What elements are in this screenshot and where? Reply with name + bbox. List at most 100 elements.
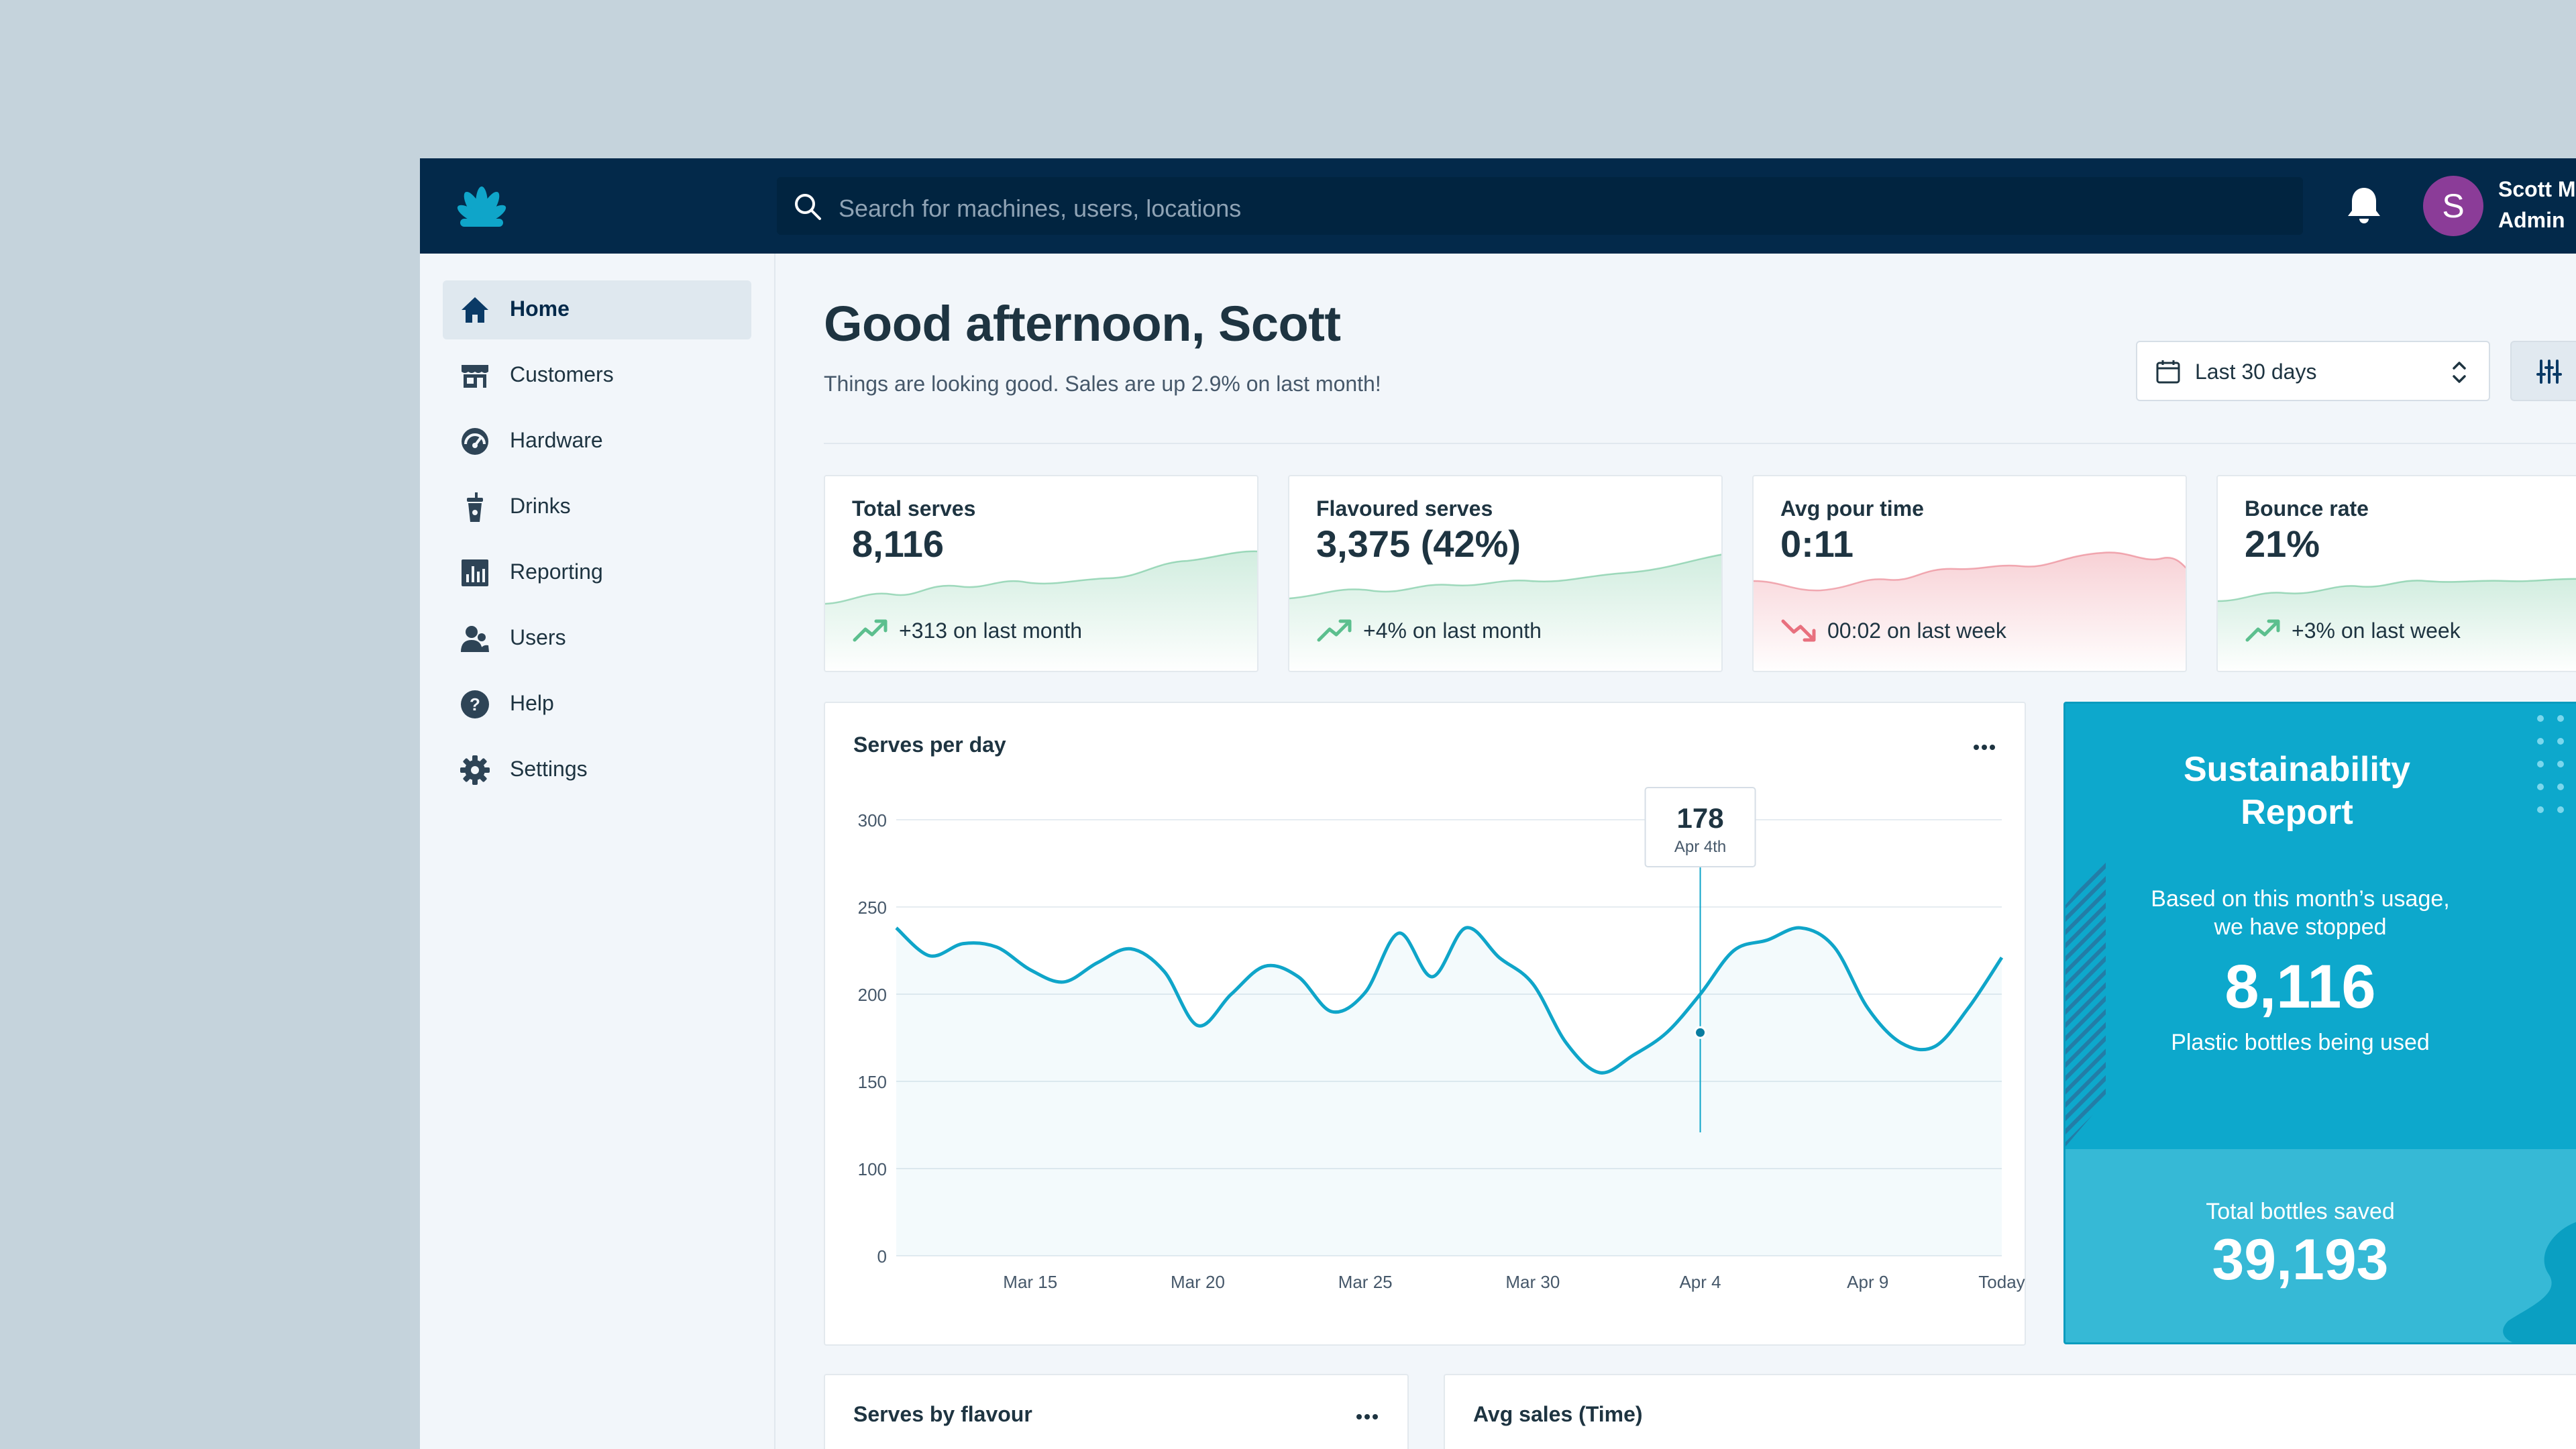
more-options-icon[interactable] <box>1354 1410 1381 1424</box>
x-tick-label: Apr 4 <box>1679 1272 1721 1292</box>
kpi-card-avg-pour-time[interactable]: Avg pour time 0:11 00:02 on last week <box>1752 475 2187 672</box>
header-divider <box>824 443 2576 444</box>
y-tick-label: 100 <box>858 1159 887 1179</box>
line-area-fill <box>896 927 2002 1256</box>
brand-logo[interactable] <box>448 181 515 231</box>
date-range-value: Last 30 days <box>2195 360 2317 384</box>
serves-per-day-chart: 300 250 200 150 100 0 Mar 15 Mar 20 Mar 25 Mar 30… <box>858 787 2025 1292</box>
desc-line-2: we have stopped <box>2214 914 2387 940</box>
tooltip-value: 178 <box>1677 802 1724 834</box>
app-window: Search for machines, users, locations S … <box>420 158 2576 1449</box>
total-bottles-value: 39,193 <box>2212 1228 2389 1292</box>
bottles-stopped-note: Plastic bottles being used <box>2171 1030 2430 1055</box>
kpi-card-total-serves[interactable]: Total serves 8,116 +313 on last month <box>824 475 1258 672</box>
sidebar-item-hardware[interactable]: Hardware <box>443 412 751 471</box>
kpi-label: Flavoured serves <box>1316 496 1493 521</box>
y-tick-label: 150 <box>858 1072 887 1092</box>
chevron-up-down-icon <box>2453 362 2466 383</box>
page-subtitle: Things are looking good. Sales are up 2.… <box>824 372 1381 396</box>
kpi-delta: 00:02 on last week <box>1827 619 2006 643</box>
sidebar-item-label: Users <box>510 625 566 649</box>
kpi-delta: +313 on last month <box>899 619 1083 643</box>
title-line-1: Sustainability <box>2183 750 2411 789</box>
page-title: Good afternoon, Scott <box>824 296 1341 352</box>
sidebar-item-label: Drinks <box>510 494 571 518</box>
sustainability-description: Based on this month’s usage, we have sto… <box>2065 885 2535 941</box>
title-line-2: Report <box>2241 793 2353 832</box>
serves-by-flavour-card: Serves by flavour <box>824 1374 1409 1449</box>
sidebar-item-label: Customers <box>510 362 614 386</box>
tooltip-date: Apr 4th <box>1674 838 1726 856</box>
sustainability-report-card[interactable]: Sustainability Report Based on this mont… <box>2063 702 2576 1344</box>
gauge-icon <box>462 428 488 455</box>
search-bar[interactable]: Search for machines, users, locations <box>777 177 2303 235</box>
user-name[interactable]: Scott M <box>2498 177 2576 201</box>
sidebar-item-drinks[interactable]: Drinks <box>443 478 751 537</box>
trend-up-icon <box>2245 619 2280 642</box>
sparkline <box>1754 551 2186 671</box>
search-icon <box>795 194 821 220</box>
sidebar-item-users[interactable]: Users <box>443 609 751 668</box>
sidebar-item-label: Help <box>510 691 554 715</box>
sidebar-item-customers[interactable]: Customers <box>443 346 751 405</box>
help-icon: ? <box>461 690 489 718</box>
drink-icon <box>467 492 483 522</box>
trend-down-icon <box>1781 619 1816 642</box>
kpi-label: Bounce rate <box>2245 496 2369 521</box>
date-range-select[interactable]: Last 30 days <box>2136 341 2490 401</box>
sidebar-item-settings[interactable]: Settings <box>443 741 751 800</box>
x-tick-label: Mar 15 <box>1003 1272 1057 1292</box>
x-tick-label: Today <box>1978 1272 2025 1292</box>
kpi-value: 21% <box>2245 523 2320 565</box>
y-tick-label: 300 <box>858 810 887 830</box>
total-bottles-label: Total bottles saved <box>2206 1199 2395 1224</box>
sustainability-title: Sustainability Report <box>2065 748 2528 834</box>
sidebar-item-help[interactable]: ? Help <box>443 675 751 734</box>
notifications-bell-icon[interactable] <box>2340 181 2388 229</box>
store-icon <box>462 365 488 388</box>
kpi-card-bounce-rate[interactable]: Bounce rate 21% +3% on last week <box>2216 475 2576 672</box>
sidebar-item-label: Reporting <box>510 559 603 584</box>
kpi-card-flavoured-serves[interactable]: Flavoured serves 3,375 (42%) +4% on last… <box>1288 475 1723 672</box>
kpi-value: 8,116 <box>852 523 945 565</box>
sidebar-item-reporting[interactable]: Reporting <box>443 543 751 602</box>
calendar-icon <box>2156 360 2180 384</box>
filter-button[interactable] <box>2510 341 2576 401</box>
gear-icon <box>460 755 490 785</box>
sidebar-item-home[interactable]: Home <box>443 280 751 339</box>
highlight-point <box>1694 1026 1707 1039</box>
y-tick-label: 200 <box>858 985 887 1005</box>
users-icon <box>461 626 489 652</box>
kpi-delta: +3% on last week <box>2292 619 2461 643</box>
decorative-pattern <box>2065 715 2576 1342</box>
kpi-value: 0:11 <box>1780 523 1854 565</box>
sparkline <box>825 550 1257 671</box>
search-input[interactable]: Search for machines, users, locations <box>839 195 1242 222</box>
kpi-delta: +4% on last month <box>1363 619 1542 643</box>
sidebar-item-label: Hardware <box>510 428 603 452</box>
y-tick-label: 0 <box>877 1246 887 1267</box>
x-tick-label: Mar 25 <box>1338 1272 1393 1292</box>
y-tick-label: 250 <box>858 898 887 918</box>
user-role: Admin <box>2498 208 2565 232</box>
kpi-label: Total serves <box>852 496 976 521</box>
more-options-icon[interactable] <box>1971 741 1998 754</box>
card-title: Serves by flavour <box>853 1402 1032 1426</box>
desc-line-1: Based on this month’s usage, <box>2151 886 2450 912</box>
serves-line <box>895 926 2004 1075</box>
sustainability-footer <box>2065 1149 2576 1342</box>
x-tick-label: Mar 20 <box>1171 1272 1225 1292</box>
sidebar-item-label: Home <box>510 297 570 321</box>
home-icon <box>462 297 488 323</box>
tooltip-box <box>1644 787 1756 867</box>
chart-title: Serves per day <box>853 733 1006 757</box>
trend-up-icon <box>1317 619 1352 642</box>
sliders-icon <box>2536 360 2562 384</box>
svg-text:?: ? <box>470 694 480 714</box>
avg-sales-time-card: Avg sales (Time) <box>1444 1374 2576 1449</box>
trend-up-icon <box>853 619 888 642</box>
sparkline <box>1289 553 1721 671</box>
x-tick-label: Apr 9 <box>1847 1272 1888 1292</box>
x-tick-label: Mar 30 <box>1505 1272 1560 1292</box>
avatar[interactable]: S <box>2423 176 2483 236</box>
